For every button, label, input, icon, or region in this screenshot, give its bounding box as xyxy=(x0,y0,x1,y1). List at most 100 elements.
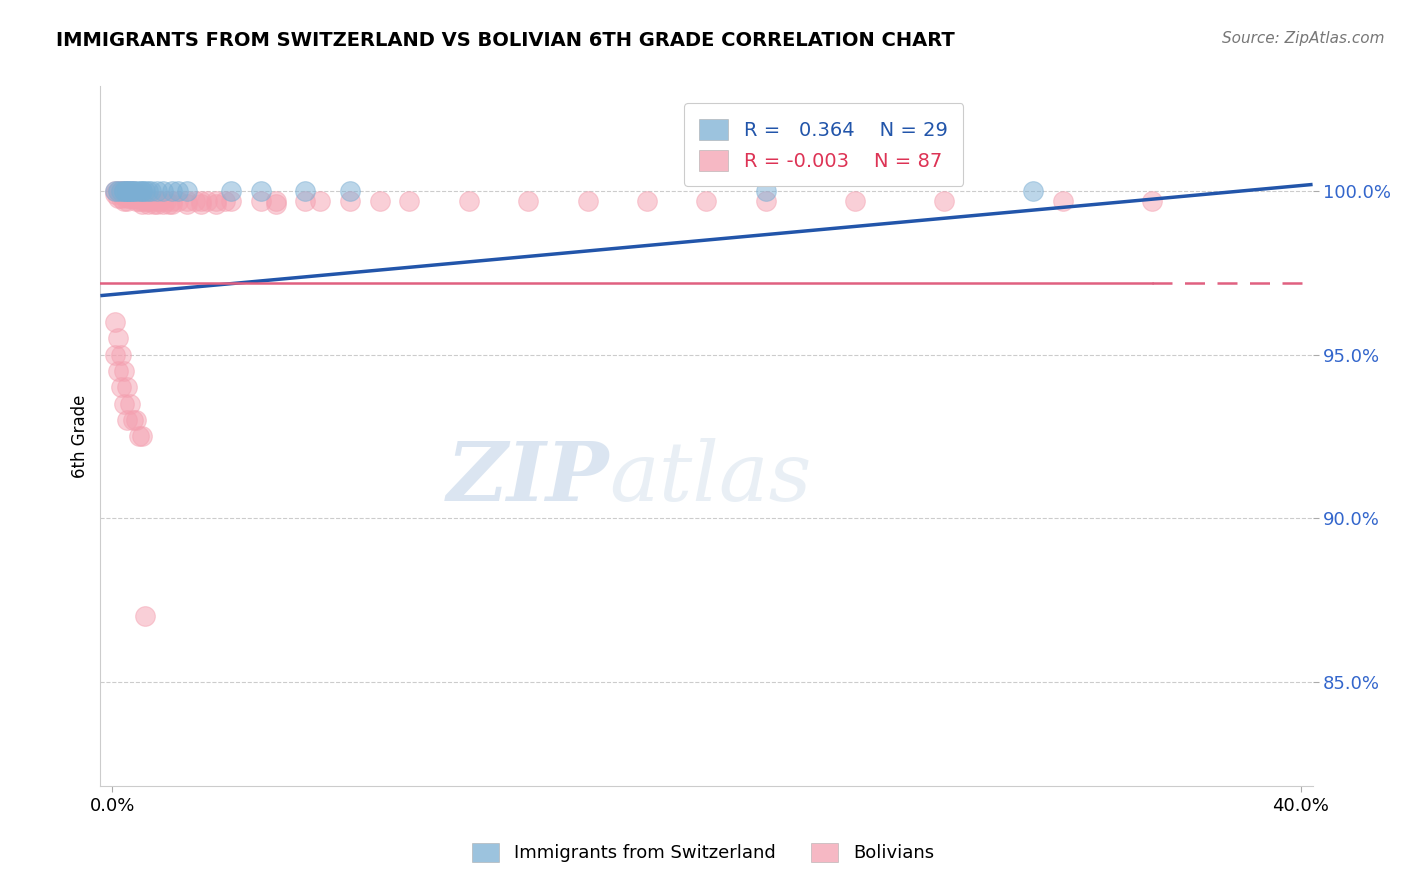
Text: Source: ZipAtlas.com: Source: ZipAtlas.com xyxy=(1222,31,1385,46)
Point xyxy=(1052,194,1074,208)
Point xyxy=(107,364,129,378)
Point xyxy=(110,184,132,198)
Point xyxy=(110,184,132,198)
Point xyxy=(131,187,153,202)
Point xyxy=(136,184,159,198)
Point xyxy=(125,184,148,198)
Point xyxy=(122,184,145,198)
Point xyxy=(146,194,169,208)
Point xyxy=(110,187,132,202)
Point xyxy=(112,184,135,198)
Point xyxy=(339,194,361,208)
Point xyxy=(112,184,135,198)
Point xyxy=(120,396,142,410)
Point xyxy=(128,187,150,202)
Point xyxy=(160,197,183,211)
Point xyxy=(457,194,479,208)
Point xyxy=(636,194,658,208)
Point xyxy=(219,184,242,198)
Point xyxy=(120,184,142,198)
Point xyxy=(166,184,188,198)
Point xyxy=(166,194,188,208)
Point xyxy=(115,413,138,427)
Point xyxy=(160,194,183,208)
Point xyxy=(122,413,145,427)
Point xyxy=(205,194,228,208)
Point xyxy=(517,194,540,208)
Point xyxy=(176,184,198,198)
Point xyxy=(128,184,150,198)
Point xyxy=(1022,184,1045,198)
Point xyxy=(844,194,866,208)
Point xyxy=(115,184,138,198)
Point xyxy=(157,197,180,211)
Point xyxy=(125,190,148,204)
Point xyxy=(136,194,159,208)
Point xyxy=(309,194,332,208)
Point xyxy=(152,197,174,211)
Point xyxy=(104,184,127,198)
Point xyxy=(695,194,717,208)
Point xyxy=(115,187,138,202)
Point xyxy=(107,184,129,198)
Point xyxy=(125,413,148,427)
Point xyxy=(107,184,129,198)
Point xyxy=(107,331,129,345)
Point xyxy=(131,194,153,208)
Point xyxy=(190,194,212,208)
Point xyxy=(264,197,287,211)
Point xyxy=(131,184,153,198)
Point xyxy=(134,184,156,198)
Point xyxy=(125,194,148,208)
Point xyxy=(110,347,132,361)
Y-axis label: 6th Grade: 6th Grade xyxy=(72,394,89,478)
Point xyxy=(104,184,127,198)
Point xyxy=(339,184,361,198)
Point xyxy=(115,184,138,198)
Text: ZIP: ZIP xyxy=(447,438,609,518)
Point xyxy=(128,429,150,443)
Point xyxy=(176,194,198,208)
Point xyxy=(195,194,218,208)
Point xyxy=(934,194,956,208)
Point xyxy=(122,190,145,204)
Point xyxy=(120,184,142,198)
Point xyxy=(122,184,145,198)
Point xyxy=(176,197,198,211)
Point xyxy=(125,187,148,202)
Point xyxy=(139,194,162,208)
Point xyxy=(264,194,287,208)
Point xyxy=(184,194,207,208)
Point xyxy=(107,190,129,204)
Point xyxy=(294,194,316,208)
Point xyxy=(134,609,156,624)
Point xyxy=(155,194,177,208)
Point xyxy=(205,197,228,211)
Point xyxy=(115,380,138,394)
Point xyxy=(112,184,135,198)
Point xyxy=(104,187,127,202)
Point xyxy=(112,364,135,378)
Point xyxy=(104,347,127,361)
Point xyxy=(149,194,172,208)
Point xyxy=(131,197,153,211)
Point xyxy=(1140,194,1163,208)
Point xyxy=(755,184,778,198)
Point xyxy=(120,190,142,204)
Point xyxy=(160,184,183,198)
Point xyxy=(755,194,778,208)
Point xyxy=(128,190,150,204)
Text: atlas: atlas xyxy=(609,438,811,518)
Point xyxy=(131,190,153,204)
Point xyxy=(142,197,165,211)
Point xyxy=(152,184,174,198)
Point xyxy=(134,194,156,208)
Point xyxy=(136,197,159,211)
Point xyxy=(249,184,271,198)
Text: IMMIGRANTS FROM SWITZERLAND VS BOLIVIAN 6TH GRADE CORRELATION CHART: IMMIGRANTS FROM SWITZERLAND VS BOLIVIAN … xyxy=(56,31,955,50)
Point xyxy=(139,184,162,198)
Point xyxy=(115,190,138,204)
Legend: Immigrants from Switzerland, Bolivians: Immigrants from Switzerland, Bolivians xyxy=(465,836,941,870)
Point xyxy=(214,194,236,208)
Point xyxy=(146,197,169,211)
